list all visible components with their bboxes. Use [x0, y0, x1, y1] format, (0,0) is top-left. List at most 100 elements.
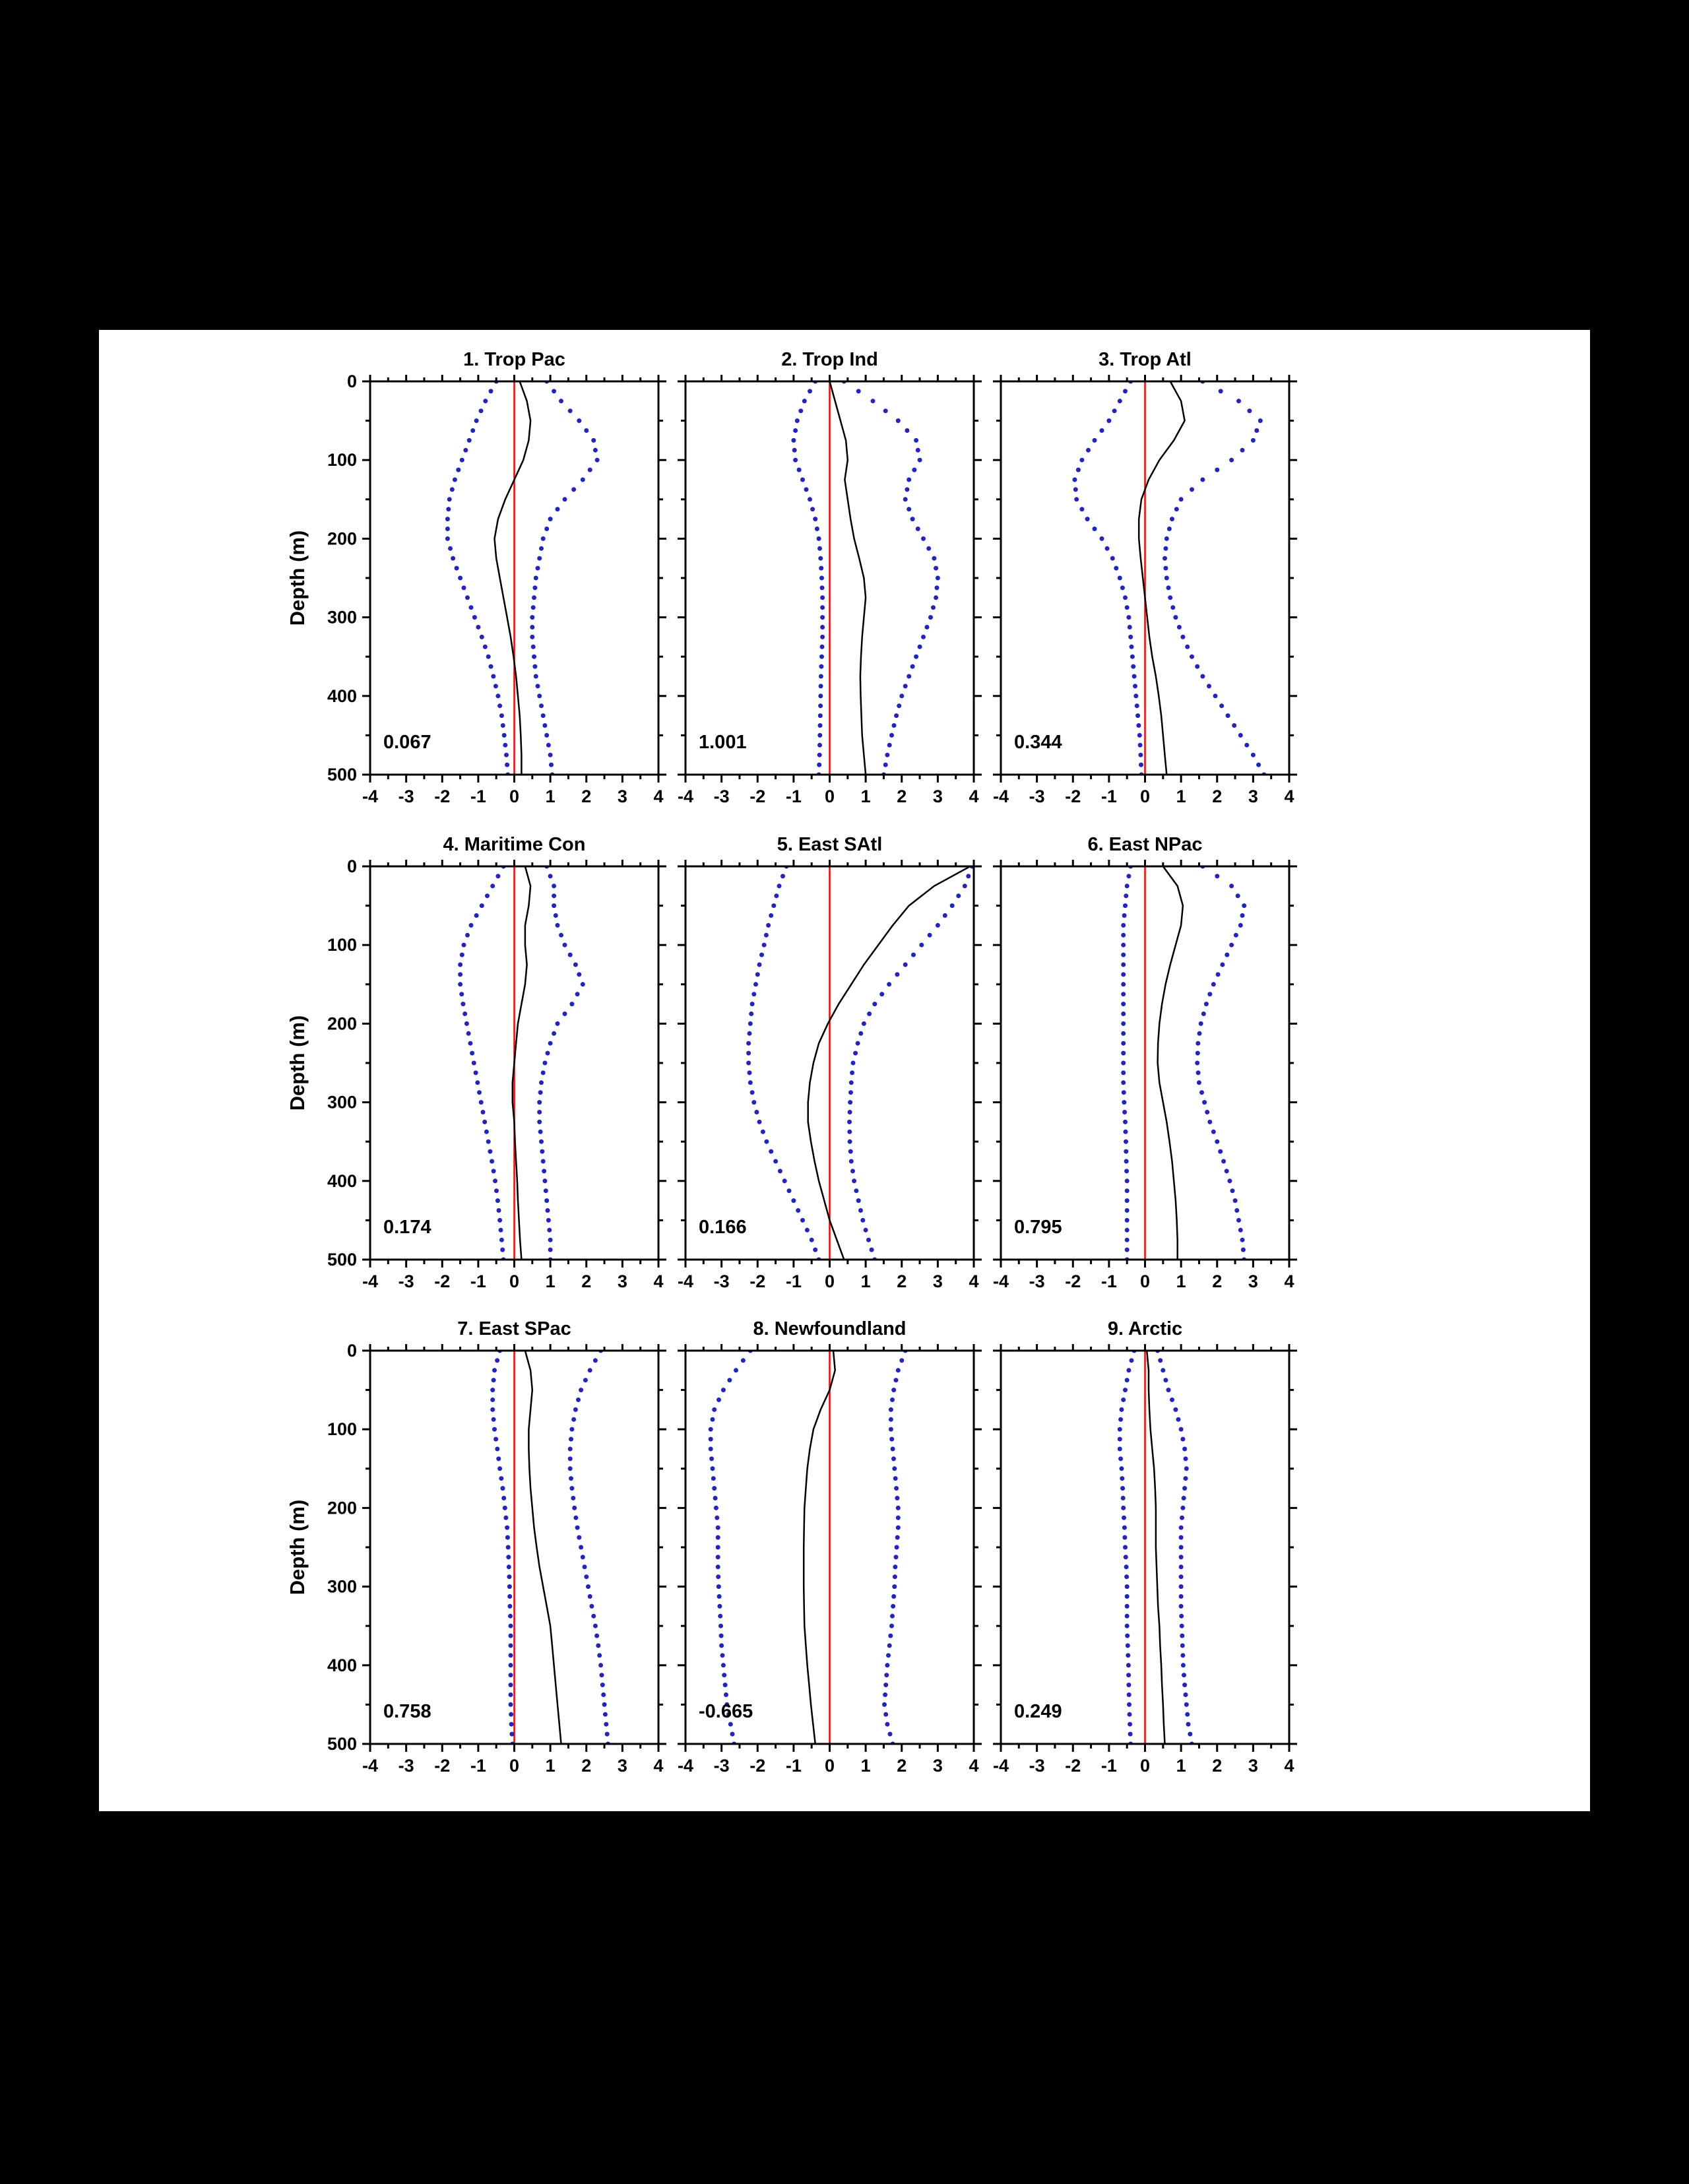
x-tick-label: 3 — [933, 787, 943, 806]
y-tick-label: 300 — [327, 1093, 357, 1112]
correlation-value: 0.344 — [1014, 732, 1062, 753]
x-tick-label: 1 — [1176, 787, 1186, 806]
y-tick-label: 0 — [347, 856, 357, 876]
x-tick-label: -1 — [786, 1271, 802, 1291]
mean-profile-line — [511, 866, 532, 1260]
y-tick-label: 300 — [327, 608, 357, 627]
x-tick-label: 2 — [581, 1756, 591, 1776]
mean-profile-line — [1145, 1351, 1166, 1744]
x-tick-label: -3 — [398, 787, 414, 806]
panel-title: 8. Newfoundland — [753, 1318, 907, 1339]
upper-envelope-dots — [537, 866, 585, 1260]
x-tick-label: -1 — [1101, 1271, 1117, 1291]
upper-envelope-dots — [1163, 381, 1267, 775]
x-tick-label: -4 — [362, 787, 378, 806]
x-tick-label: -3 — [714, 787, 730, 806]
x-tick-label: 1 — [861, 787, 871, 806]
y-tick-label: 500 — [327, 765, 357, 785]
lower-envelope-dots — [1117, 1351, 1137, 1744]
x-tick-label: -4 — [678, 1756, 693, 1776]
x-tick-label: -1 — [1101, 787, 1117, 806]
mean-profile-line — [1157, 866, 1184, 1260]
x-tick-label: -2 — [434, 1271, 450, 1291]
x-tick-label: 3 — [933, 1756, 943, 1776]
panel-title: 3. Trop Atl — [1099, 349, 1192, 370]
x-tick-label: -4 — [678, 1271, 693, 1291]
x-tick-label: 0 — [509, 787, 519, 806]
panel-title: 2. Trop Ind — [781, 349, 878, 370]
y-tick-label: 300 — [327, 1577, 357, 1597]
correlation-value: 0.249 — [1014, 1701, 1062, 1722]
correlation-value: 1.001 — [699, 732, 747, 753]
x-tick-label: -2 — [749, 787, 765, 806]
x-tick-label: 3 — [618, 1756, 627, 1776]
x-tick-label: 4 — [1284, 1271, 1294, 1291]
lower-envelope-dots — [445, 381, 511, 775]
x-tick-label: 3 — [933, 1271, 943, 1291]
y-tick-label: 100 — [327, 450, 357, 470]
y-tick-label: 400 — [327, 1171, 357, 1191]
x-tick-label: -4 — [993, 1271, 1009, 1291]
x-tick-label: 4 — [969, 1271, 978, 1291]
y-tick-label: 400 — [327, 1655, 357, 1675]
x-tick-label: -3 — [398, 1756, 414, 1776]
x-tick-label: -1 — [470, 787, 486, 806]
x-tick-label: 4 — [1284, 787, 1294, 806]
lower-envelope-dots — [1072, 381, 1144, 775]
x-tick-label: 2 — [897, 787, 907, 806]
correlation-value: 0.795 — [1014, 1217, 1062, 1238]
panel-1-trop-pac: 1. Trop Pac -4 -3 -2 -1 0 1 2 3 4 0 100 200 300 400 500… — [286, 349, 666, 806]
y-tick-label: 200 — [327, 1498, 357, 1518]
panel-title: 1. Trop Pac — [463, 349, 565, 370]
x-tick-label: -2 — [434, 787, 450, 806]
axis-ticks — [678, 860, 982, 1268]
correlation-value: -0.665 — [699, 1701, 753, 1722]
x-tick-label: -1 — [470, 1271, 486, 1291]
panel-4-maritime-con: 4. Maritime Con -4 -3 -2 -1 0 1 2 3 4 0 100 200 300 40… — [286, 834, 666, 1291]
x-tick-label: -4 — [362, 1271, 378, 1291]
x-tick-label: 2 — [581, 1271, 591, 1291]
x-tick-label: 1 — [546, 1271, 556, 1291]
profiles-figure-svg: 1. Trop Pac-4 -3 -2 -1 0 1 2 3 40100200300400500… — [286, 349, 1297, 1776]
y-tick-label: 200 — [327, 529, 357, 548]
x-tick-label: 0 — [509, 1271, 519, 1291]
mean-profile-line — [1137, 381, 1186, 775]
y-tick-label: 400 — [327, 686, 357, 706]
x-tick-label: 1 — [546, 787, 556, 806]
x-tick-label: 3 — [1248, 1756, 1258, 1776]
x-tick-label: 2 — [897, 1756, 907, 1776]
upper-envelope-dots — [530, 381, 600, 775]
x-tick-label: -3 — [1029, 1756, 1045, 1776]
lower-envelope-dots — [458, 866, 506, 1260]
x-tick-label: 2 — [897, 1271, 907, 1291]
x-tick-label: 3 — [618, 1271, 627, 1291]
x-tick-label: 0 — [825, 1271, 835, 1291]
mean-profile-line — [802, 1351, 836, 1744]
x-tick-label: -3 — [714, 1271, 730, 1291]
x-tick-label: -4 — [678, 787, 693, 806]
y-axis-label: Depth (m) — [286, 1500, 309, 1595]
x-tick-label: 0 — [1140, 1271, 1150, 1291]
mean-profile-line — [494, 381, 532, 775]
x-tick-label: 4 — [1284, 1756, 1294, 1776]
lower-envelope-dots — [746, 866, 821, 1260]
mean-profile-line — [807, 866, 971, 1260]
x-tick-label: 4 — [969, 1756, 978, 1776]
upper-envelope-dots — [567, 1351, 610, 1744]
x-tick-label: 0 — [1140, 787, 1150, 806]
x-tick-label: 0 — [1140, 1756, 1150, 1776]
x-tick-label: -2 — [1065, 1756, 1081, 1776]
axis-ticks — [678, 375, 982, 783]
panel-2-trop-ind: 2. Trop Ind -4 -3 -2 -1 0 1 2 3 4 1.001 — [678, 349, 982, 806]
panel-9-arctic: 9. Arctic -4 -3 -2 -1 0 1 2 3 4 0.249 — [993, 1318, 1297, 1776]
panel-title: 9. Arctic — [1108, 1318, 1182, 1339]
x-tick-label: 0 — [509, 1756, 519, 1776]
x-tick-label: -3 — [1029, 787, 1045, 806]
x-tick-label: 4 — [969, 787, 978, 806]
mean-profile-line — [829, 381, 867, 775]
upper-envelope-dots — [1155, 1351, 1194, 1744]
x-tick-label: 0 — [825, 1756, 835, 1776]
panel-6-east-npac: 6. East NPac -4 -3 -2 -1 0 1 2 3 4 0.795 — [993, 834, 1297, 1291]
x-tick-label: -1 — [470, 1756, 486, 1776]
x-tick-label: 4 — [653, 1271, 663, 1291]
